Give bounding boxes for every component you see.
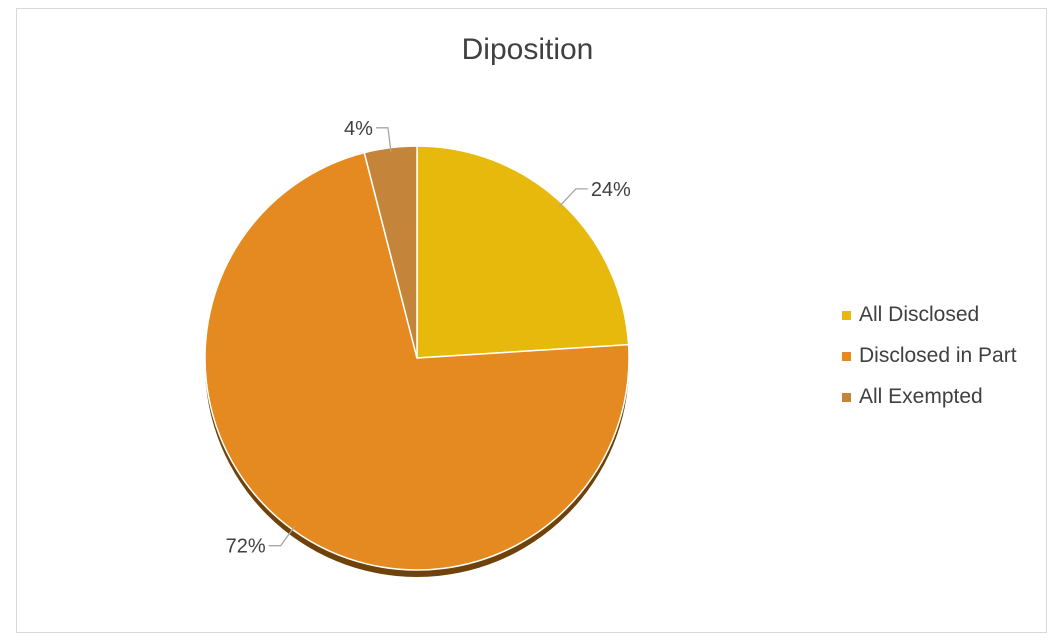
leader-line-disclosed-in-part	[268, 525, 296, 547]
data-label-all-exempted: 4%	[344, 118, 373, 140]
legend-item-all-disclosed: All Disclosed	[842, 300, 1017, 330]
legend: All Disclosed Disclosed in Part All Exem…	[842, 300, 1017, 423]
legend-item-disclosed-in-part: Disclosed in Part	[842, 341, 1017, 371]
legend-label: All Exempted	[859, 385, 983, 408]
legend-item-all-exempted: All Exempted	[842, 382, 1017, 412]
leader-line-all-disclosed	[558, 188, 588, 207]
chart-title: Diposition	[461, 33, 594, 66]
data-label-all-disclosed: 24%	[591, 179, 631, 201]
pie-slice-all-disclosed	[416, 145, 630, 359]
legend-swatch	[842, 392, 851, 402]
data-label-disclosed-in-part: 72%	[226, 536, 266, 558]
legend-swatch	[842, 310, 851, 320]
leader-line-all-exempted	[375, 127, 392, 152]
legend-label: Disclosed in Part	[859, 344, 1017, 367]
legend-swatch	[842, 351, 851, 361]
legend-label: All Disclosed	[859, 303, 980, 326]
